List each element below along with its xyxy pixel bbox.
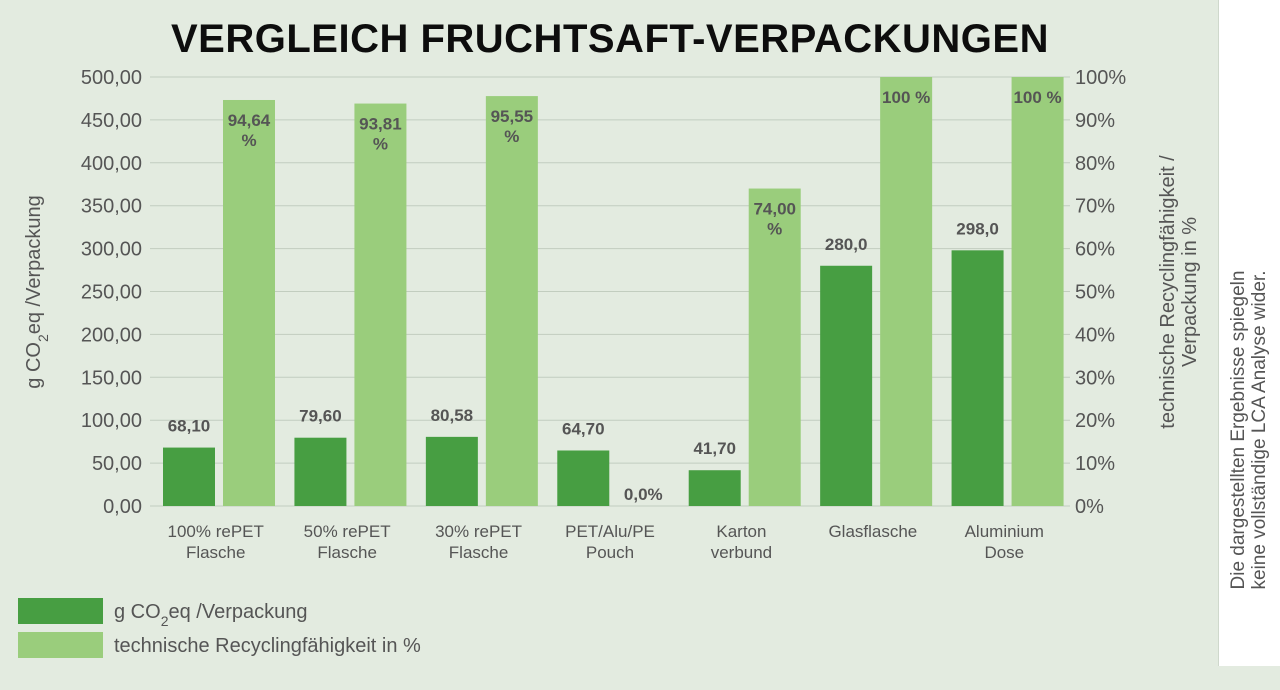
right-tick-label: 10% bbox=[1075, 453, 1115, 475]
right-tick-label: 30% bbox=[1075, 367, 1115, 389]
category-label: Flasche bbox=[317, 543, 377, 562]
legend-swatch bbox=[18, 598, 103, 624]
right-axis-title: technische Recyclingfähigkeit / Verpackun… bbox=[1157, 155, 1201, 429]
category-label: PET/Alu/PE bbox=[565, 522, 655, 541]
data-label-co2: 280,0 bbox=[825, 235, 868, 254]
bar-co2 bbox=[951, 250, 1004, 506]
left-tick-label: 500,00 bbox=[81, 67, 142, 89]
data-labels: 68,10 94,64% 79,60 93,81% 80,58 95,55% 64,70 0,… bbox=[168, 88, 1062, 504]
right-tick-label: 70% bbox=[1075, 196, 1115, 218]
left-tick-label: 0,00 bbox=[103, 496, 142, 518]
left-tick-label: 200,00 bbox=[81, 324, 142, 346]
disclaimer-line-1: Die dargestellten Ergebnisse spiegeln bbox=[1228, 270, 1249, 590]
right-tick-label: 90% bbox=[1075, 110, 1115, 132]
bar-recycling bbox=[223, 99, 275, 507]
category-label: Flasche bbox=[186, 543, 246, 562]
legend-label: technische Recyclingfähigkeit in % bbox=[114, 635, 421, 657]
category-label: Aluminium bbox=[965, 522, 1044, 541]
right-axis-label: Verpackung in % bbox=[1179, 217, 1201, 367]
right-tick-label: 60% bbox=[1075, 239, 1115, 261]
legend-label: g CO2eq /Verpackung bbox=[114, 601, 307, 629]
data-label-recycling: 100 % bbox=[1013, 88, 1061, 107]
data-label-recycling: 94,64 bbox=[228, 111, 271, 130]
bar-recycling bbox=[1011, 77, 1064, 506]
chart-title: VERGLEICH FRUCHTSAFT-VERPACKUNGEN bbox=[171, 17, 1049, 61]
data-label-co2: 41,70 bbox=[693, 439, 736, 458]
bar-co2 bbox=[688, 470, 741, 506]
data-label-recycling: 93,81 bbox=[359, 115, 402, 134]
bar-co2 bbox=[557, 450, 610, 506]
legend-swatch bbox=[18, 632, 103, 658]
right-tick-label: 50% bbox=[1075, 282, 1115, 304]
data-label-co2: 64,70 bbox=[562, 419, 605, 438]
legend: g CO2eq /Verpackung technische Recyclingf… bbox=[18, 598, 421, 658]
data-label-recycling: 0,0% bbox=[624, 485, 663, 504]
left-tick-label: 50,00 bbox=[92, 453, 142, 475]
bar-recycling bbox=[880, 77, 933, 506]
data-label-co2: 298,0 bbox=[956, 219, 999, 238]
bar-co2 bbox=[294, 437, 347, 506]
bar-recycling bbox=[354, 103, 407, 506]
category-labels: 100% rePET Flasche 50% rePET Flasche 30% reP… bbox=[168, 522, 1044, 562]
data-label-recycling: % bbox=[241, 131, 256, 150]
bar-co2 bbox=[425, 436, 478, 506]
category-label: 100% rePET bbox=[168, 522, 264, 541]
chart-canvas: 68,10 94,64% 79,60 93,81% 80,58 95,55% 64,70 0,… bbox=[18, 17, 1201, 658]
right-axis-label: technische Recyclingfähigkeit / bbox=[1157, 155, 1179, 429]
data-label-recycling: % bbox=[373, 135, 388, 154]
right-axis-ticks: 0% 10% 20% 30% 40% 50% 60% 70% 80% 90% 100% bbox=[1075, 67, 1126, 518]
right-tick-label: 20% bbox=[1075, 410, 1115, 432]
side-panel bbox=[1218, 0, 1280, 666]
category-label: Dose bbox=[984, 543, 1024, 562]
left-tick-label: 100,00 bbox=[81, 410, 142, 432]
data-label-recycling: 74,00 bbox=[753, 200, 796, 219]
left-axis-ticks: 0,00 50,00 100,00 150,00 200,00 250,00 300,00 3… bbox=[81, 67, 142, 518]
left-tick-label: 250,00 bbox=[81, 282, 142, 304]
left-tick-label: 350,00 bbox=[81, 196, 142, 218]
left-axis-title: g CO2eq /Verpackung bbox=[23, 195, 51, 388]
data-label-recycling: 100 % bbox=[882, 88, 930, 107]
data-label-co2: 80,58 bbox=[431, 406, 474, 425]
disclaimer-line-2: keine vollständige LCA Analyse wider. bbox=[1249, 270, 1270, 590]
data-label-recycling: % bbox=[504, 127, 519, 146]
category-label: Glasflasche bbox=[828, 522, 917, 541]
left-tick-label: 300,00 bbox=[81, 239, 142, 261]
left-axis-label: g CO2eq /Verpackung bbox=[23, 195, 51, 388]
category-label: 30% rePET bbox=[435, 522, 522, 541]
category-label: Pouch bbox=[586, 543, 634, 562]
data-label-co2: 79,60 bbox=[299, 407, 342, 426]
bar-recycling bbox=[748, 188, 801, 507]
data-label-recycling: % bbox=[767, 220, 782, 239]
bar-co2 bbox=[820, 265, 873, 506]
right-tick-label: 100% bbox=[1075, 67, 1126, 89]
data-label-recycling: 95,55 bbox=[491, 107, 534, 126]
category-label: Flasche bbox=[449, 543, 509, 562]
left-tick-label: 150,00 bbox=[81, 367, 142, 389]
category-label: Karton bbox=[716, 522, 766, 541]
right-tick-label: 40% bbox=[1075, 324, 1115, 346]
bars bbox=[163, 77, 1064, 507]
data-label-co2: 68,10 bbox=[168, 417, 211, 436]
left-tick-label: 400,00 bbox=[81, 153, 142, 175]
category-label: 50% rePET bbox=[304, 522, 391, 541]
right-tick-label: 0% bbox=[1075, 496, 1104, 518]
bar-co2 bbox=[163, 447, 215, 506]
bar-recycling bbox=[485, 96, 538, 506]
category-label: verbund bbox=[711, 543, 772, 562]
disclaimer-note: Die dargestellten Ergebnisse spiegeln ke… bbox=[1228, 170, 1270, 690]
left-tick-label: 450,00 bbox=[81, 110, 142, 132]
right-tick-label: 80% bbox=[1075, 153, 1115, 175]
